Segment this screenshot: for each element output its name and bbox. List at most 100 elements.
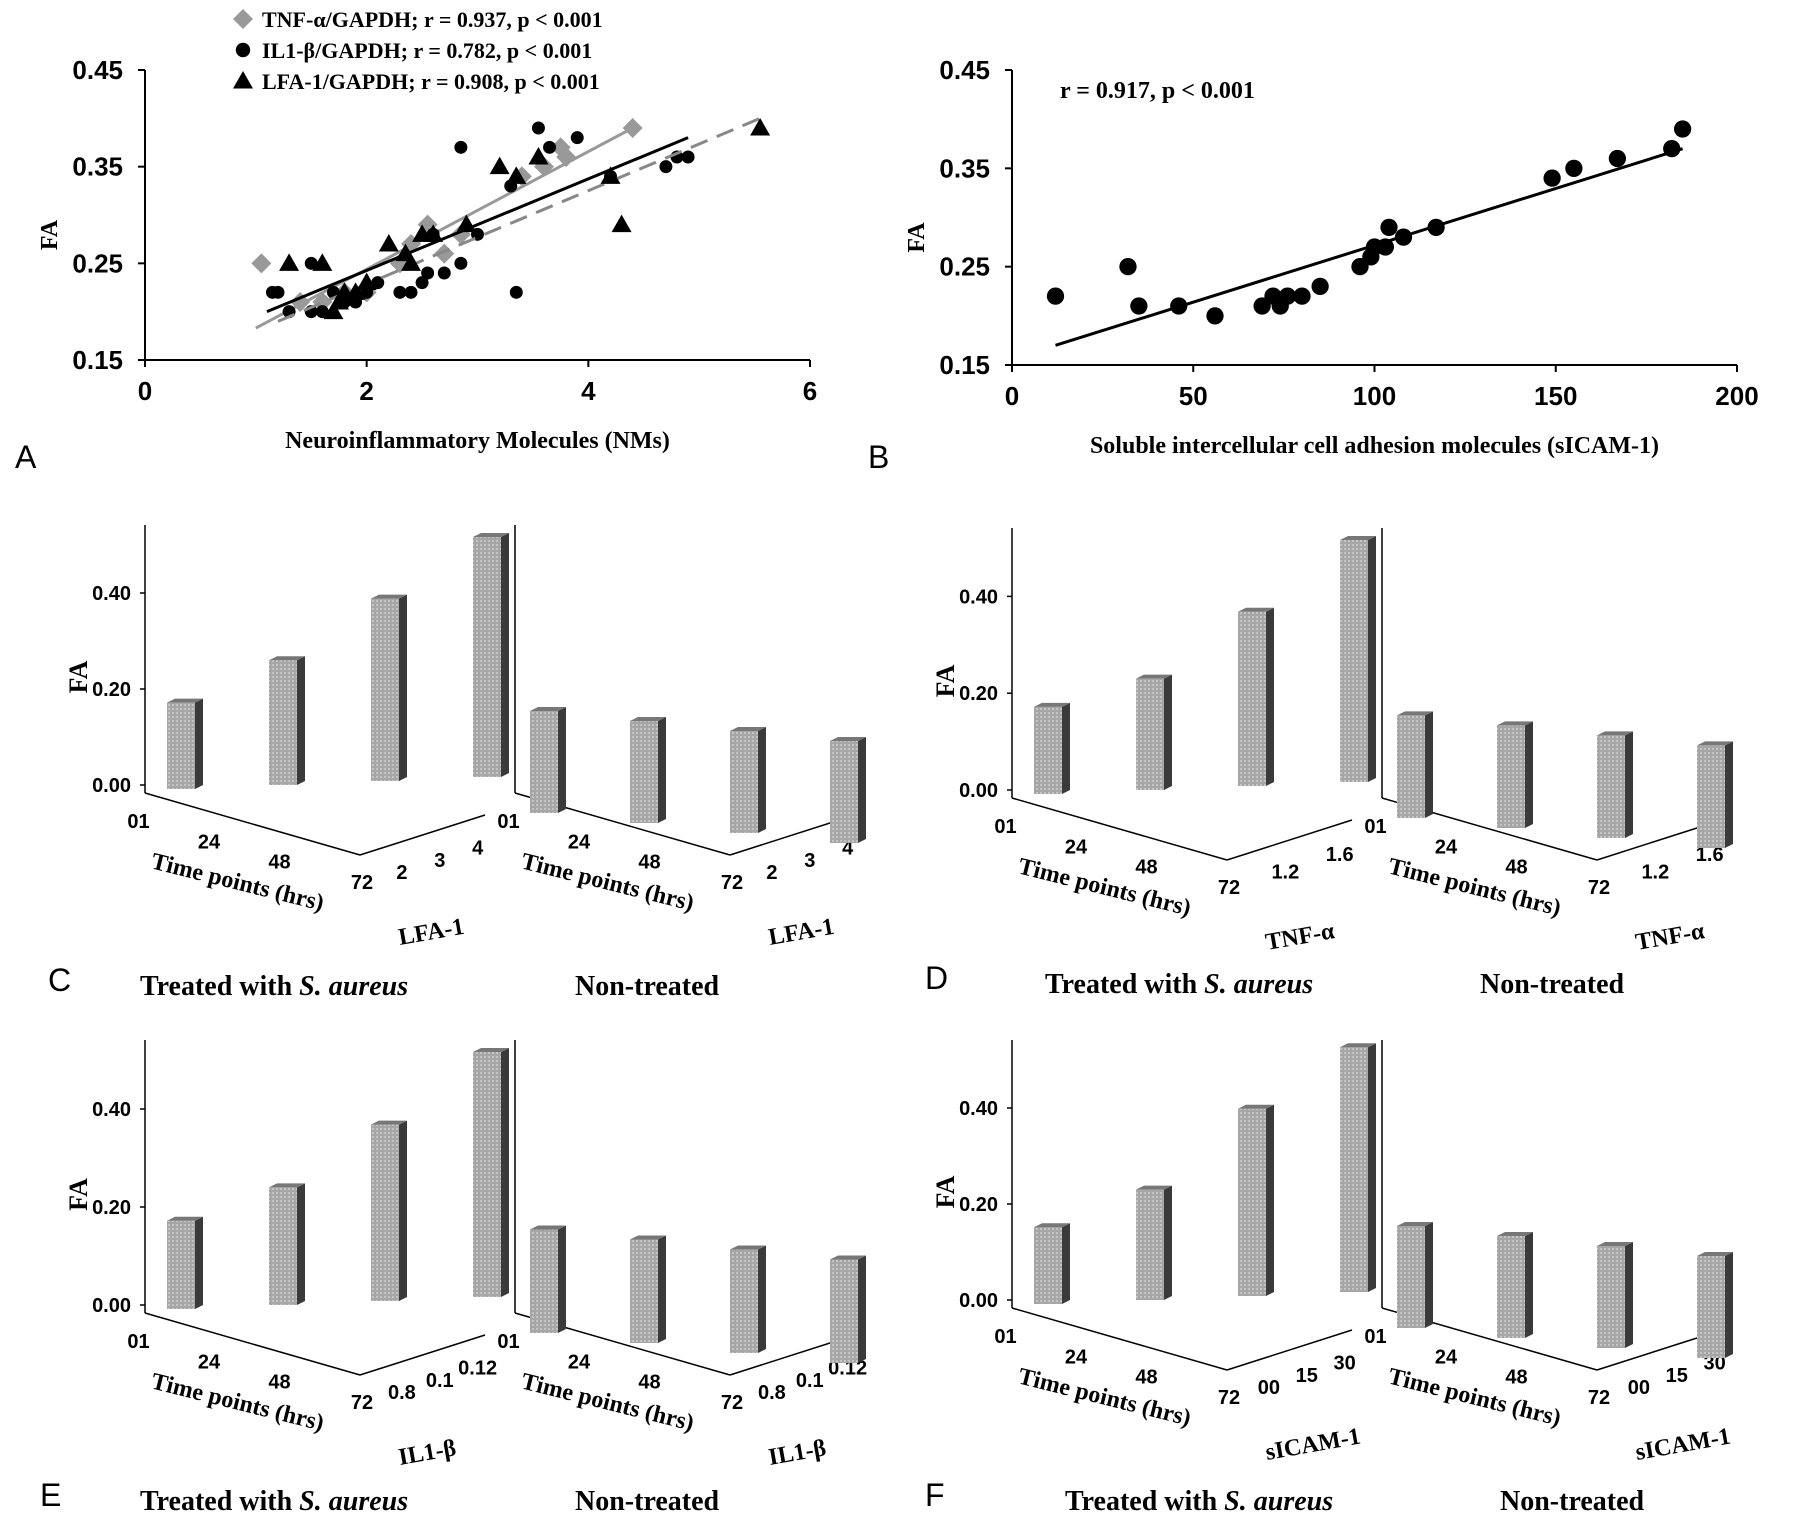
treated-bar-front — [167, 1220, 195, 1309]
treated-bar-front — [269, 1187, 297, 1305]
legend-entry: TNF-α/GAPDH; r = 0.937, p < 0.001 — [262, 7, 603, 32]
treated-bar-front — [473, 537, 501, 777]
treated-caption-organism: S. aureus — [1224, 1486, 1333, 1514]
z-tick-label-nontreated: 1.6 — [1696, 844, 1724, 866]
treated-bar-top — [269, 1183, 305, 1188]
treated-bar-top — [1340, 1043, 1376, 1048]
point-circle — [531, 121, 545, 135]
y-tick-label: 0.00 — [959, 1290, 998, 1312]
point — [1119, 258, 1137, 276]
treated-bar-top — [371, 594, 407, 599]
point — [1427, 218, 1445, 236]
correlation-annotation: r = 0.917, p < 0.001 — [1060, 78, 1255, 104]
nontreated-bar-side — [658, 1235, 666, 1343]
nontreated-bar-top — [630, 1235, 666, 1240]
x-axis-line — [144, 1312, 361, 1376]
x-tick-label: 4 — [581, 376, 596, 406]
point-circle — [659, 160, 673, 174]
panel-letter: D — [925, 960, 948, 996]
treated-bar-top — [1034, 1223, 1070, 1228]
x-tick-label-nontreated: 72 — [721, 1392, 743, 1414]
nontreated-bar-front — [830, 1259, 858, 1363]
z-tick-label-nontreated: 0.12 — [828, 1358, 867, 1380]
nontreated-bar-top — [1697, 741, 1733, 746]
treated-bar-front — [269, 660, 297, 785]
nontreated-bar-front — [530, 711, 558, 813]
x-tick-label-nontreated: 72 — [1588, 1387, 1610, 1409]
z-tick-label: 1.6 — [1326, 844, 1354, 866]
treated-bar-side — [297, 656, 305, 785]
point-circle — [304, 256, 318, 270]
treated-bar-side — [501, 533, 509, 777]
treated-bar-front — [1238, 611, 1266, 786]
point-triangle — [356, 272, 377, 291]
treated-bar-side — [399, 594, 407, 781]
nontreated-bar-side — [1725, 741, 1733, 848]
treated-bar-front — [371, 598, 399, 781]
x-axis-title-nontreated: Time points (hrs) — [1386, 854, 1564, 922]
z-tick-label: 0.12 — [458, 1358, 497, 1380]
y-tick-label: 0.45 — [939, 55, 990, 85]
point — [1130, 297, 1148, 315]
treated-bar-side — [297, 1183, 305, 1305]
x-tick-label: 72 — [1218, 877, 1240, 899]
point — [1376, 238, 1395, 256]
treated-bar-front — [1340, 540, 1368, 782]
treated-caption-text: Treated with — [1045, 969, 1204, 1000]
treated-bar-top — [1136, 1185, 1172, 1190]
y-tick-label: 0.15 — [939, 350, 990, 380]
treated-bar-top — [1238, 607, 1274, 612]
y-tick-label: 0.15 — [72, 345, 123, 375]
x-tick-label-nontreated: 24 — [568, 1351, 591, 1373]
z-tick-label-nontreated: 30 — [1704, 1353, 1726, 1375]
treated-bar-top — [1136, 674, 1172, 679]
panel-letter: A — [15, 439, 37, 475]
nontreated-caption: Non-treated — [575, 1486, 720, 1514]
treated-caption-organism: S. aureus — [1204, 969, 1313, 1000]
x-tick-label: 72 — [1218, 1387, 1240, 1409]
x-tick-label: 2 — [359, 376, 373, 406]
y-tick-label: 0.25 — [939, 252, 990, 282]
z-axis-title-nontreated: TNF-α — [1634, 918, 1707, 956]
point-diamond — [556, 147, 577, 167]
nontreated-bar-front — [530, 1229, 558, 1333]
point — [1278, 287, 1297, 305]
z-tick-label: 2 — [396, 862, 407, 884]
treated-bar-front — [1238, 1108, 1266, 1296]
nontreated-caption: Non-treated — [575, 971, 720, 1002]
y-tick-label: 0.00 — [92, 1295, 131, 1317]
point-diamond — [251, 253, 272, 274]
nontreated-bar-side — [1625, 1242, 1633, 1348]
treated-bar-side — [1062, 1223, 1070, 1304]
point-diamond — [622, 118, 643, 138]
trend-line-diamond — [255, 126, 634, 330]
nontreated-bar-front — [1497, 1236, 1525, 1338]
treated-caption: Treated with S. aureus — [140, 971, 408, 1002]
treated-bar-side — [501, 1048, 509, 1297]
z-axis-title-nontreated: IL1-β — [767, 1435, 829, 1471]
nontreated-bar-top — [830, 737, 866, 741]
point — [1206, 307, 1224, 325]
point-circle — [437, 266, 451, 280]
z-axis-title: TNF-α — [1264, 918, 1337, 956]
z-tick-label: 1.2 — [1271, 862, 1299, 884]
y-tick-label: 0.00 — [959, 780, 998, 802]
z-tick-label: 0.1 — [426, 1370, 454, 1392]
y-tick-label: 0.45 — [72, 55, 123, 85]
treated-bar-top — [473, 533, 509, 537]
x-axis-title: Time points (hrs) — [149, 1369, 327, 1437]
y-tick-label: 0.20 — [959, 1194, 998, 1216]
point-circle — [393, 285, 407, 299]
treated-bar-top — [1034, 702, 1070, 707]
x-tick-label: 01 — [994, 1326, 1016, 1348]
treated-bar-front — [1034, 706, 1062, 794]
x-tick-label: 150 — [1534, 381, 1577, 411]
point — [1565, 159, 1583, 177]
nontreated-bar-side — [858, 1255, 866, 1363]
point-circle — [404, 285, 418, 299]
x-axis-title-nontreated: Time points (hrs) — [519, 849, 697, 917]
x-tick-label: 48 — [268, 852, 290, 874]
x-tick-label-nontreated: 01 — [497, 1331, 519, 1353]
z-axis-line — [1226, 1329, 1353, 1371]
